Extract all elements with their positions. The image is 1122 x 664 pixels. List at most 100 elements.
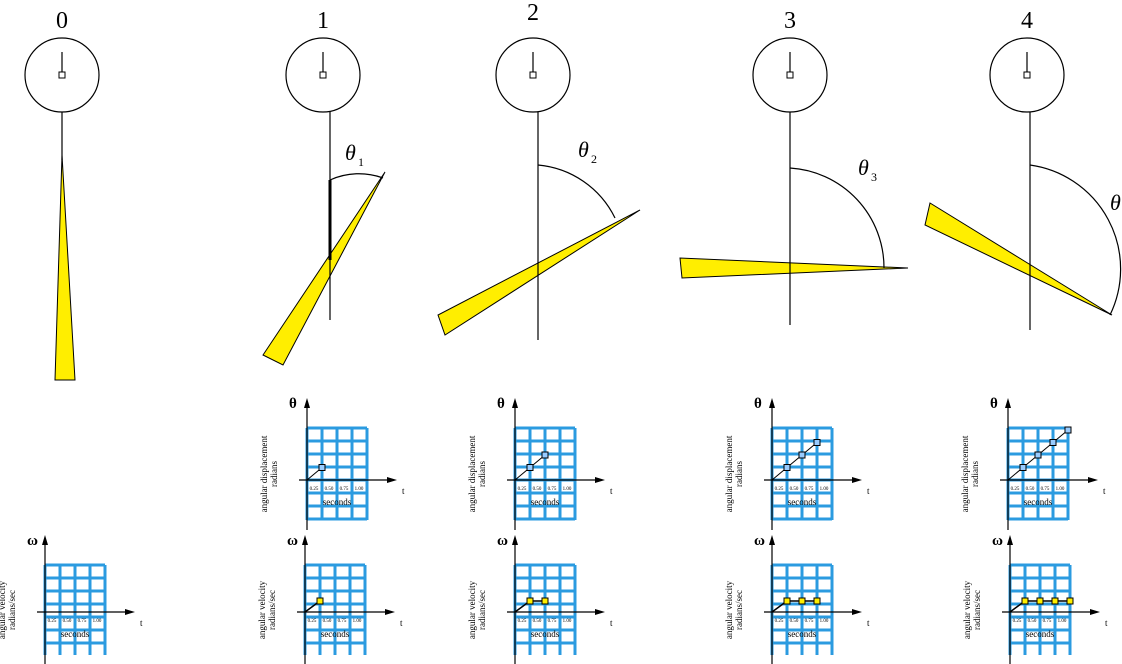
x-tick: 0.50 <box>790 487 799 492</box>
y-symbol: ω <box>27 533 38 549</box>
y-title: angular displacementradians <box>724 435 744 512</box>
x-symbol: t <box>400 618 403 628</box>
frame-label: 1 <box>317 8 329 34</box>
y-symbol: θ <box>497 396 505 412</box>
arrow <box>512 398 518 408</box>
x-tick: 1.00 <box>563 487 572 492</box>
arrow <box>512 535 518 545</box>
x-tick: 1.00 <box>1056 487 1065 492</box>
angle-label: θ <box>1110 190 1121 215</box>
y-symbol: θ <box>754 396 762 412</box>
x-symbol: t <box>610 618 613 628</box>
x-tick: 0.25 <box>518 619 527 624</box>
dial <box>753 38 827 112</box>
y-title: angular displacementradians <box>960 435 980 512</box>
angle-arc <box>538 165 615 218</box>
dial-hub <box>530 72 536 78</box>
angle-subscript: 2 <box>591 152 597 166</box>
x-tick: 0.75 <box>338 619 347 624</box>
x-tick: 0.25 <box>1011 487 1020 492</box>
y-title: angular velocityradians/sec <box>724 580 744 639</box>
point <box>814 440 820 446</box>
angle-arc <box>330 174 383 180</box>
dial <box>286 38 360 112</box>
rod <box>925 203 1112 315</box>
y-symbol: ω <box>497 533 508 549</box>
frame-label: 4 <box>1021 8 1033 34</box>
x-title: seconds <box>323 497 352 507</box>
x-symbol: t <box>1103 486 1106 496</box>
point <box>1065 427 1071 433</box>
x-tick: 0.75 <box>340 487 349 492</box>
angle-label: θ <box>345 140 356 165</box>
point <box>1050 440 1056 446</box>
frame-label: 2 <box>527 0 539 26</box>
point <box>542 598 548 604</box>
y-title: angular displacementradians <box>259 435 279 512</box>
point <box>527 465 533 471</box>
y-title-line: radians/sec <box>7 590 17 630</box>
point <box>784 598 790 604</box>
x-title: seconds <box>788 629 817 639</box>
point <box>799 452 805 458</box>
x-tick: 0.50 <box>323 619 332 624</box>
y-title-line: radians <box>734 461 744 487</box>
rods <box>55 155 1112 380</box>
x-tick: 0.25 <box>308 619 317 624</box>
x-symbol: t <box>402 486 405 496</box>
x-symbol: t <box>140 618 143 628</box>
y-title-line: angular velocity <box>962 580 972 639</box>
rod <box>680 258 908 278</box>
x-symbol: t <box>867 618 870 628</box>
x-tick: 0.50 <box>533 619 542 624</box>
x-tick: 0.75 <box>548 619 557 624</box>
point <box>784 465 790 471</box>
angle-arcs <box>330 165 1121 315</box>
x-tick: 0.75 <box>805 487 814 492</box>
y-title-line: angular velocity <box>0 580 7 639</box>
frame-label: 3 <box>784 8 796 34</box>
arrow <box>852 609 862 615</box>
point <box>527 598 533 604</box>
point <box>542 452 548 458</box>
x-tick: 0.75 <box>548 487 557 492</box>
point <box>1067 598 1073 604</box>
angle-subscript: 1 <box>358 155 364 169</box>
dial-hub <box>787 72 793 78</box>
y-title-line: angular velocity <box>257 580 267 639</box>
x-symbol: t <box>610 486 613 496</box>
x-tick: 0.25 <box>775 619 784 624</box>
dial-hub <box>59 72 65 78</box>
point <box>814 598 820 604</box>
x-tick: 0.50 <box>533 487 542 492</box>
arrow <box>1005 398 1011 408</box>
dial <box>496 38 570 112</box>
arrow <box>42 535 48 545</box>
y-title: angular displacementradians <box>467 435 487 512</box>
y-symbol: ω <box>754 533 765 549</box>
arrow <box>387 477 397 483</box>
arrow <box>1007 535 1013 545</box>
point <box>1037 598 1043 604</box>
y-symbol: θ <box>990 396 998 412</box>
x-tick: 1.00 <box>820 619 829 624</box>
rod <box>263 172 385 365</box>
point <box>1020 465 1026 471</box>
y-title-line: radians/sec <box>267 590 277 630</box>
x-tick: 1.00 <box>820 487 829 492</box>
point <box>317 598 323 604</box>
arrow <box>1090 609 1100 615</box>
x-tick: 0.75 <box>1043 619 1052 624</box>
y-title-line: radians <box>269 461 279 487</box>
arrow <box>385 609 395 615</box>
y-title-line: radians <box>970 461 980 487</box>
frame-label: 0 <box>56 8 68 34</box>
x-tick: 0.25 <box>775 487 784 492</box>
angle-label: θ <box>578 137 589 162</box>
diagram: 01θ12θ23θ34θθtseconds0.250.500.751.00ang… <box>0 0 1122 664</box>
x-tick: 0.25 <box>48 619 57 624</box>
x-tick: 1.00 <box>563 619 572 624</box>
x-tick: 0.50 <box>63 619 72 624</box>
y-symbol: θ <box>289 396 297 412</box>
x-tick: 0.50 <box>1026 487 1035 492</box>
